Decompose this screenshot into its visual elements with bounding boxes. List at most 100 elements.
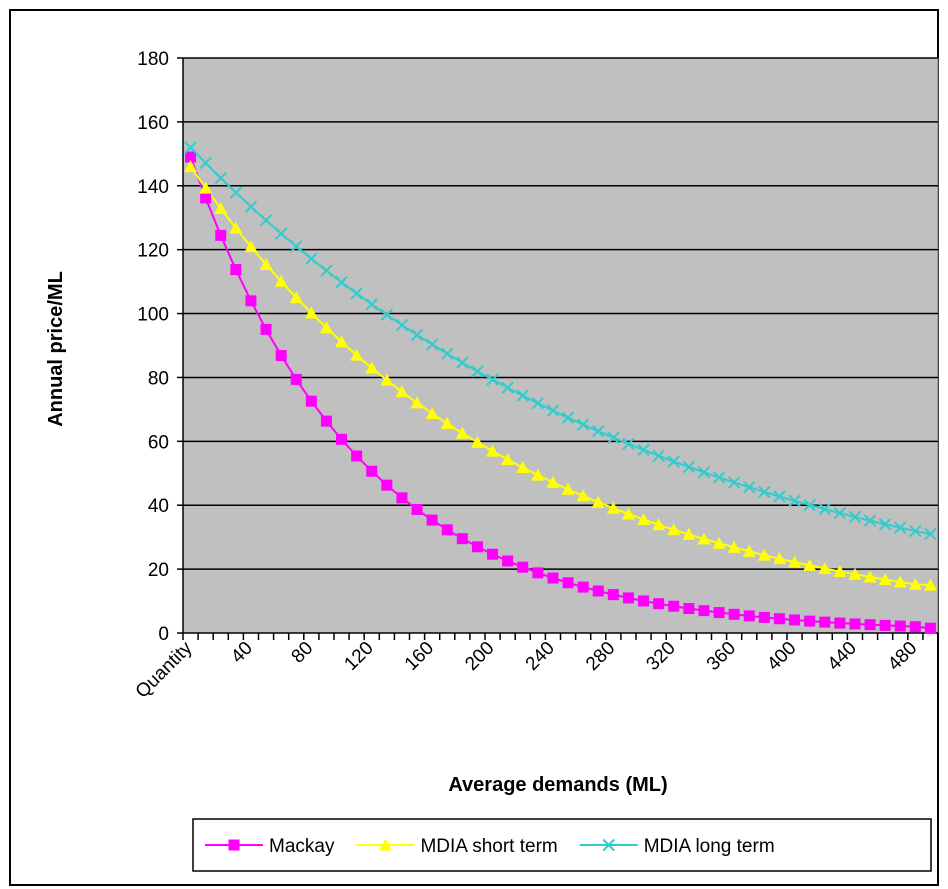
data-point (848, 567, 862, 580)
y-tick-label: 60 (148, 432, 169, 453)
data-point-stroke (229, 186, 243, 199)
data-point (743, 610, 755, 622)
data-point-stroke (410, 328, 424, 342)
data-point (228, 839, 240, 851)
data-point (244, 240, 258, 253)
y-tick-label: 100 (137, 305, 169, 326)
data-point-stroke (214, 171, 227, 185)
data-point (803, 498, 816, 512)
data-point-stroke (727, 476, 741, 489)
data-point (441, 524, 453, 536)
data-point (652, 449, 665, 463)
data-point (833, 506, 847, 520)
data-point (924, 622, 936, 634)
data-point (531, 396, 545, 410)
data-point (924, 527, 937, 541)
data-point (380, 308, 394, 322)
legend-item-0: Mackay (205, 836, 335, 857)
data-point-stroke (184, 141, 197, 154)
data-point (909, 621, 921, 633)
data-point (395, 318, 409, 332)
data-point (894, 521, 907, 534)
data-point (804, 615, 816, 627)
data-point-stroke (848, 510, 862, 524)
y-tick-label: 40 (148, 496, 169, 517)
data-point (516, 389, 529, 402)
data-point (275, 350, 287, 362)
data-point (667, 523, 681, 536)
data-point (336, 433, 348, 445)
data-point (214, 171, 227, 185)
data-point (728, 608, 740, 620)
data-point (245, 295, 257, 307)
y-tick-label: 0 (158, 624, 169, 645)
data-point-stroke (441, 347, 454, 360)
data-point (350, 287, 363, 300)
data-point-stroke (380, 308, 394, 322)
data-point (259, 214, 273, 227)
data-point (229, 221, 243, 234)
data-point (274, 274, 288, 287)
data-point-stroke (818, 502, 831, 516)
data-point (637, 512, 651, 525)
data-point (682, 460, 696, 474)
data-point (697, 532, 711, 545)
data-point (531, 468, 545, 481)
data-point-stroke (743, 481, 756, 494)
data-point-stroke (803, 498, 816, 512)
data-point (772, 552, 786, 565)
data-point (683, 603, 695, 615)
data-point (561, 411, 575, 424)
data-point-stroke (667, 455, 680, 468)
data-point (184, 160, 198, 173)
data-point (893, 575, 907, 588)
data-point-stroke (833, 506, 847, 520)
y-tick-label: 180 (137, 49, 169, 70)
data-point (576, 418, 590, 431)
data-point (638, 595, 650, 607)
data-point (395, 385, 409, 398)
data-point (788, 494, 801, 508)
data-point (290, 373, 302, 385)
data-point-stroke (335, 276, 348, 289)
data-point (260, 323, 272, 335)
data-point (908, 577, 922, 590)
data-point (622, 592, 634, 604)
data-point (289, 291, 303, 304)
data-point (335, 276, 348, 289)
data-point (425, 406, 439, 419)
series-markers (184, 141, 937, 634)
axes (177, 57, 939, 640)
data-point-stroke (697, 466, 711, 479)
data-point-stroke (305, 252, 318, 265)
data-point (864, 619, 876, 631)
data-point (366, 465, 378, 477)
data-point-stroke (395, 318, 409, 332)
data-point (410, 328, 424, 342)
data-point-stroke (350, 287, 363, 300)
data-point (592, 585, 604, 597)
data-point (712, 471, 726, 484)
data-point (456, 533, 468, 545)
data-point (576, 489, 590, 502)
data-point-stroke (199, 156, 212, 170)
data-point (602, 838, 615, 852)
data-point (652, 518, 666, 531)
data-point (244, 200, 258, 213)
data-point (863, 514, 877, 527)
data-point-stroke (365, 298, 378, 311)
plot-area (182, 57, 939, 634)
data-point (758, 611, 770, 623)
legend-label: MDIA long term (644, 836, 775, 857)
data-point (606, 501, 620, 514)
data-point (562, 577, 574, 589)
data-point (742, 544, 756, 557)
data-point (378, 838, 392, 851)
data-point-stroke (863, 514, 877, 527)
data-point (607, 431, 620, 444)
data-point-stroke (682, 460, 696, 474)
data-point (410, 396, 424, 409)
data-point (668, 600, 680, 612)
data-point (199, 156, 212, 170)
data-point-stroke (894, 521, 907, 534)
